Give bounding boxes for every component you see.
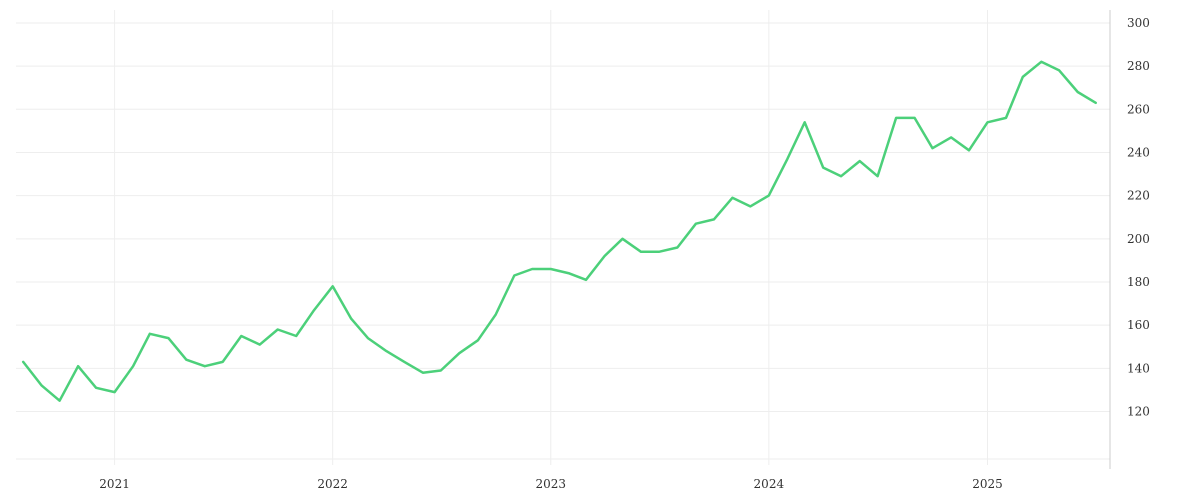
y-tick-label: 180 xyxy=(1127,275,1150,289)
y-tick-label: 260 xyxy=(1127,102,1150,116)
series-layer xyxy=(21,60,1097,402)
x-tick-label: 2023 xyxy=(535,477,566,491)
tick-label-layer: 120 140 160 180 200 220 240 260 280 300 2021 2022 20… xyxy=(99,16,1150,491)
axis-layer xyxy=(16,10,1111,469)
y-tick-label: 160 xyxy=(1127,318,1150,332)
x-tick-label: 2021 xyxy=(99,477,130,491)
y-tick-label: 240 xyxy=(1127,145,1150,159)
y-tick-label: 120 xyxy=(1127,405,1150,419)
y-tick-label: 280 xyxy=(1127,59,1150,73)
y-tick-label: 300 xyxy=(1127,16,1150,30)
x-tick-label: 2024 xyxy=(754,477,785,491)
x-tick-label: 2022 xyxy=(317,477,348,491)
y-tick-label: 140 xyxy=(1127,361,1150,375)
y-tick-label: 200 xyxy=(1127,232,1150,246)
grid-layer xyxy=(16,10,1110,465)
series-line xyxy=(21,60,1097,402)
y-tick-label: 220 xyxy=(1127,189,1150,203)
x-tick-label: 2025 xyxy=(972,477,1003,491)
